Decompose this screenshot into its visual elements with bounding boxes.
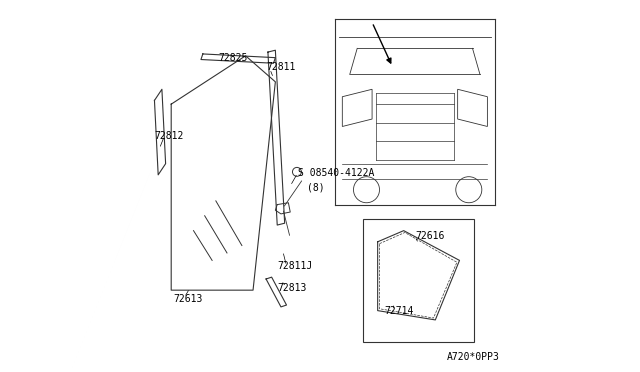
Text: (8): (8)	[307, 183, 324, 193]
Text: 72714: 72714	[384, 306, 413, 315]
Text: A720*0PP3: A720*0PP3	[447, 352, 499, 362]
Text: 72812: 72812	[154, 131, 184, 141]
Text: 72813: 72813	[277, 283, 307, 293]
Text: 72616: 72616	[415, 231, 444, 241]
Text: 72811J: 72811J	[277, 261, 312, 271]
Bar	[363, 219, 474, 342]
Text: 72825: 72825	[219, 53, 248, 62]
Text: 72613: 72613	[173, 295, 202, 304]
Text: S 08540-4122A: S 08540-4122A	[298, 168, 374, 178]
Text: 72811: 72811	[266, 62, 296, 72]
